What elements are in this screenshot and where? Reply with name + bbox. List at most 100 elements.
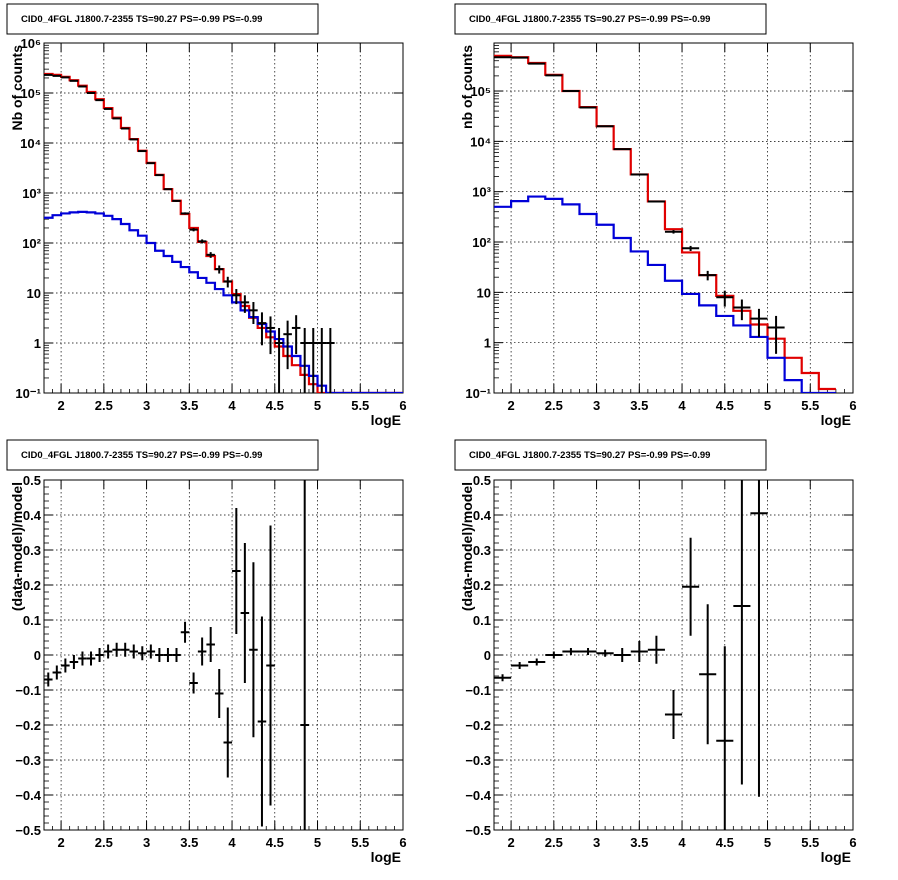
y-tick-label: 10³ [22,186,41,201]
data-point [699,604,716,744]
grid [494,43,853,393]
data-point [266,526,275,806]
data-layer [44,74,403,393]
x-tick-label: 4.5 [716,835,734,850]
x-tick-label: 5 [764,398,771,413]
x-axis-label: logE [821,412,851,428]
x-tick-label: 6 [399,835,406,850]
chart-title: CID0_4FGL J1800.7-2355 TS=90.27 PS=-0.99… [21,14,262,25]
data-point [70,655,79,669]
data-point [579,648,596,655]
data-point [283,321,292,370]
data-point [147,645,156,659]
y-tick-label: 10⁴ [20,136,41,151]
data-point [181,212,190,214]
total-model-step-line [44,74,403,393]
y-tick-label: −0.4 [465,788,491,803]
y-tick-label: −0.3 [15,753,41,768]
data-point [614,149,631,150]
data-point [87,652,96,666]
data-point [155,175,164,176]
x-tick-label: 4 [678,835,686,850]
data-point [164,648,173,662]
data-point [78,652,87,666]
data-point [318,328,327,393]
data-point [266,316,275,354]
data-point [494,674,511,681]
data-point [682,538,699,636]
y-tick-label: −0.1 [465,683,491,698]
x-tick-label: 5 [314,398,321,413]
x-axis-label: logE [371,412,401,428]
data-point [665,230,682,234]
data-point [224,277,233,288]
y-tick-label: 10² [22,236,41,251]
x-tick-label: 2.5 [95,398,113,413]
x-tick-label: 4.5 [266,835,284,850]
y-axis-label: (data-model)/model [459,482,475,611]
y-tick-label: −0.2 [15,718,41,733]
data-point [215,669,224,718]
data-point [648,636,665,664]
x-tick-label: 2.5 [545,398,563,413]
total-model-step-line [494,56,836,389]
y-tick-label: 0.3 [473,543,491,558]
y-tick-label: 0.1 [23,613,41,628]
y-tick-label: 1 [34,336,41,351]
y-tick-label: 0.5 [473,473,491,488]
data-point [562,648,579,655]
y-tick-label: 10² [472,235,491,250]
x-axis-label: logE [821,849,851,865]
data-point [215,265,224,273]
x-tick-label: 4 [228,835,236,850]
grid [44,43,403,393]
data-point [104,645,113,659]
x-tick-label: 4.5 [716,398,734,413]
data-point [172,648,181,662]
data-point [300,480,309,830]
data-point [750,480,767,797]
data-point [511,662,528,669]
x-tick-label: 5.5 [351,398,369,413]
x-tick-label: 3.5 [180,835,198,850]
chart-title: CID0_4FGL J1800.7-2355 TS=90.27 PS=-0.99… [21,450,262,461]
data-point [716,646,733,830]
y-tick-label: 0 [34,648,41,663]
data-point [53,666,62,680]
source-model-step-line [44,212,403,393]
data-point [631,174,648,175]
data-point [224,708,233,778]
data-point [528,659,545,666]
plot-frame [44,43,403,393]
y-tick-label: 0 [484,648,491,663]
data-point [326,328,335,393]
x-tick-label: 4 [228,398,236,413]
data-point [129,645,138,659]
data-point [249,302,258,324]
panel-4: CID0_4FGL J1800.7-2355 TS=90.27 PS=-0.99… [455,440,857,865]
x-tick-label: 6 [399,398,406,413]
data-point [665,690,682,739]
x-tick-label: 6 [849,398,856,413]
data-point [44,673,53,687]
data-point [138,151,147,152]
x-tick-label: 2 [507,398,514,413]
panel-1: CID0_4FGL J1800.7-2355 TS=90.27 PS=-0.99… [7,4,407,428]
y-tick-label: 0.1 [473,613,491,628]
x-tick-label: 3 [593,835,600,850]
y-tick-label: 10³ [472,185,491,200]
data-point [597,650,614,657]
y-tick-label: −0.1 [15,683,41,698]
y-tick-label: 0.4 [23,508,42,523]
y-tick-label: −0.4 [15,788,41,803]
x-tick-label: 5.5 [351,835,369,850]
data-point [138,646,147,660]
x-tick-label: 3.5 [630,835,648,850]
data-layer [494,56,836,393]
y-tick-label: −0.2 [465,718,491,733]
x-tick-label: 3 [143,398,150,413]
x-tick-label: 3 [143,835,150,850]
panel-2: CID0_4FGL J1800.7-2355 TS=90.27 PS=-0.99… [455,4,857,428]
